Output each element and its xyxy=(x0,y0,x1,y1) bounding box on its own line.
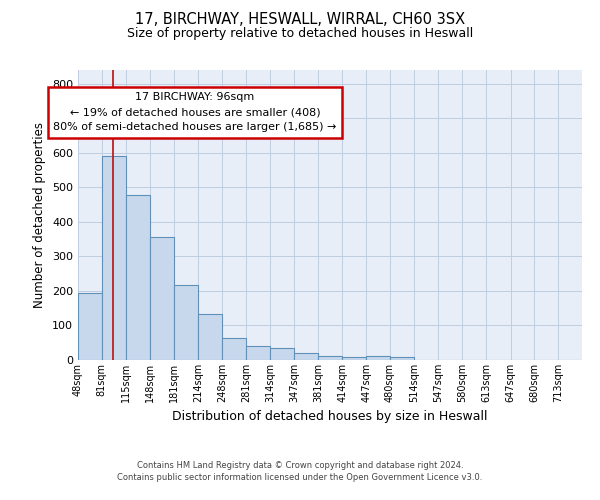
Bar xyxy=(342,356,366,360)
Bar xyxy=(127,195,150,360)
Bar xyxy=(390,357,415,360)
Bar xyxy=(319,356,342,360)
Bar xyxy=(366,356,390,360)
Text: 17, BIRCHWAY, HESWALL, WIRRAL, CH60 3SX: 17, BIRCHWAY, HESWALL, WIRRAL, CH60 3SX xyxy=(135,12,465,28)
Y-axis label: Number of detached properties: Number of detached properties xyxy=(34,122,46,308)
Text: 17 BIRCHWAY: 96sqm
← 19% of detached houses are smaller (408)
80% of semi-detach: 17 BIRCHWAY: 96sqm ← 19% of detached hou… xyxy=(53,92,337,132)
Bar xyxy=(223,338,246,360)
Bar xyxy=(150,237,174,360)
Bar xyxy=(78,294,102,360)
Text: Size of property relative to detached houses in Heswall: Size of property relative to detached ho… xyxy=(127,28,473,40)
Bar xyxy=(246,346,270,360)
X-axis label: Distribution of detached houses by size in Heswall: Distribution of detached houses by size … xyxy=(172,410,488,424)
Bar xyxy=(174,286,198,360)
Bar xyxy=(198,314,223,360)
Text: Contains HM Land Registry data © Crown copyright and database right 2024.
Contai: Contains HM Land Registry data © Crown c… xyxy=(118,461,482,482)
Bar xyxy=(102,156,127,360)
Bar xyxy=(294,353,319,360)
Bar xyxy=(270,348,294,360)
